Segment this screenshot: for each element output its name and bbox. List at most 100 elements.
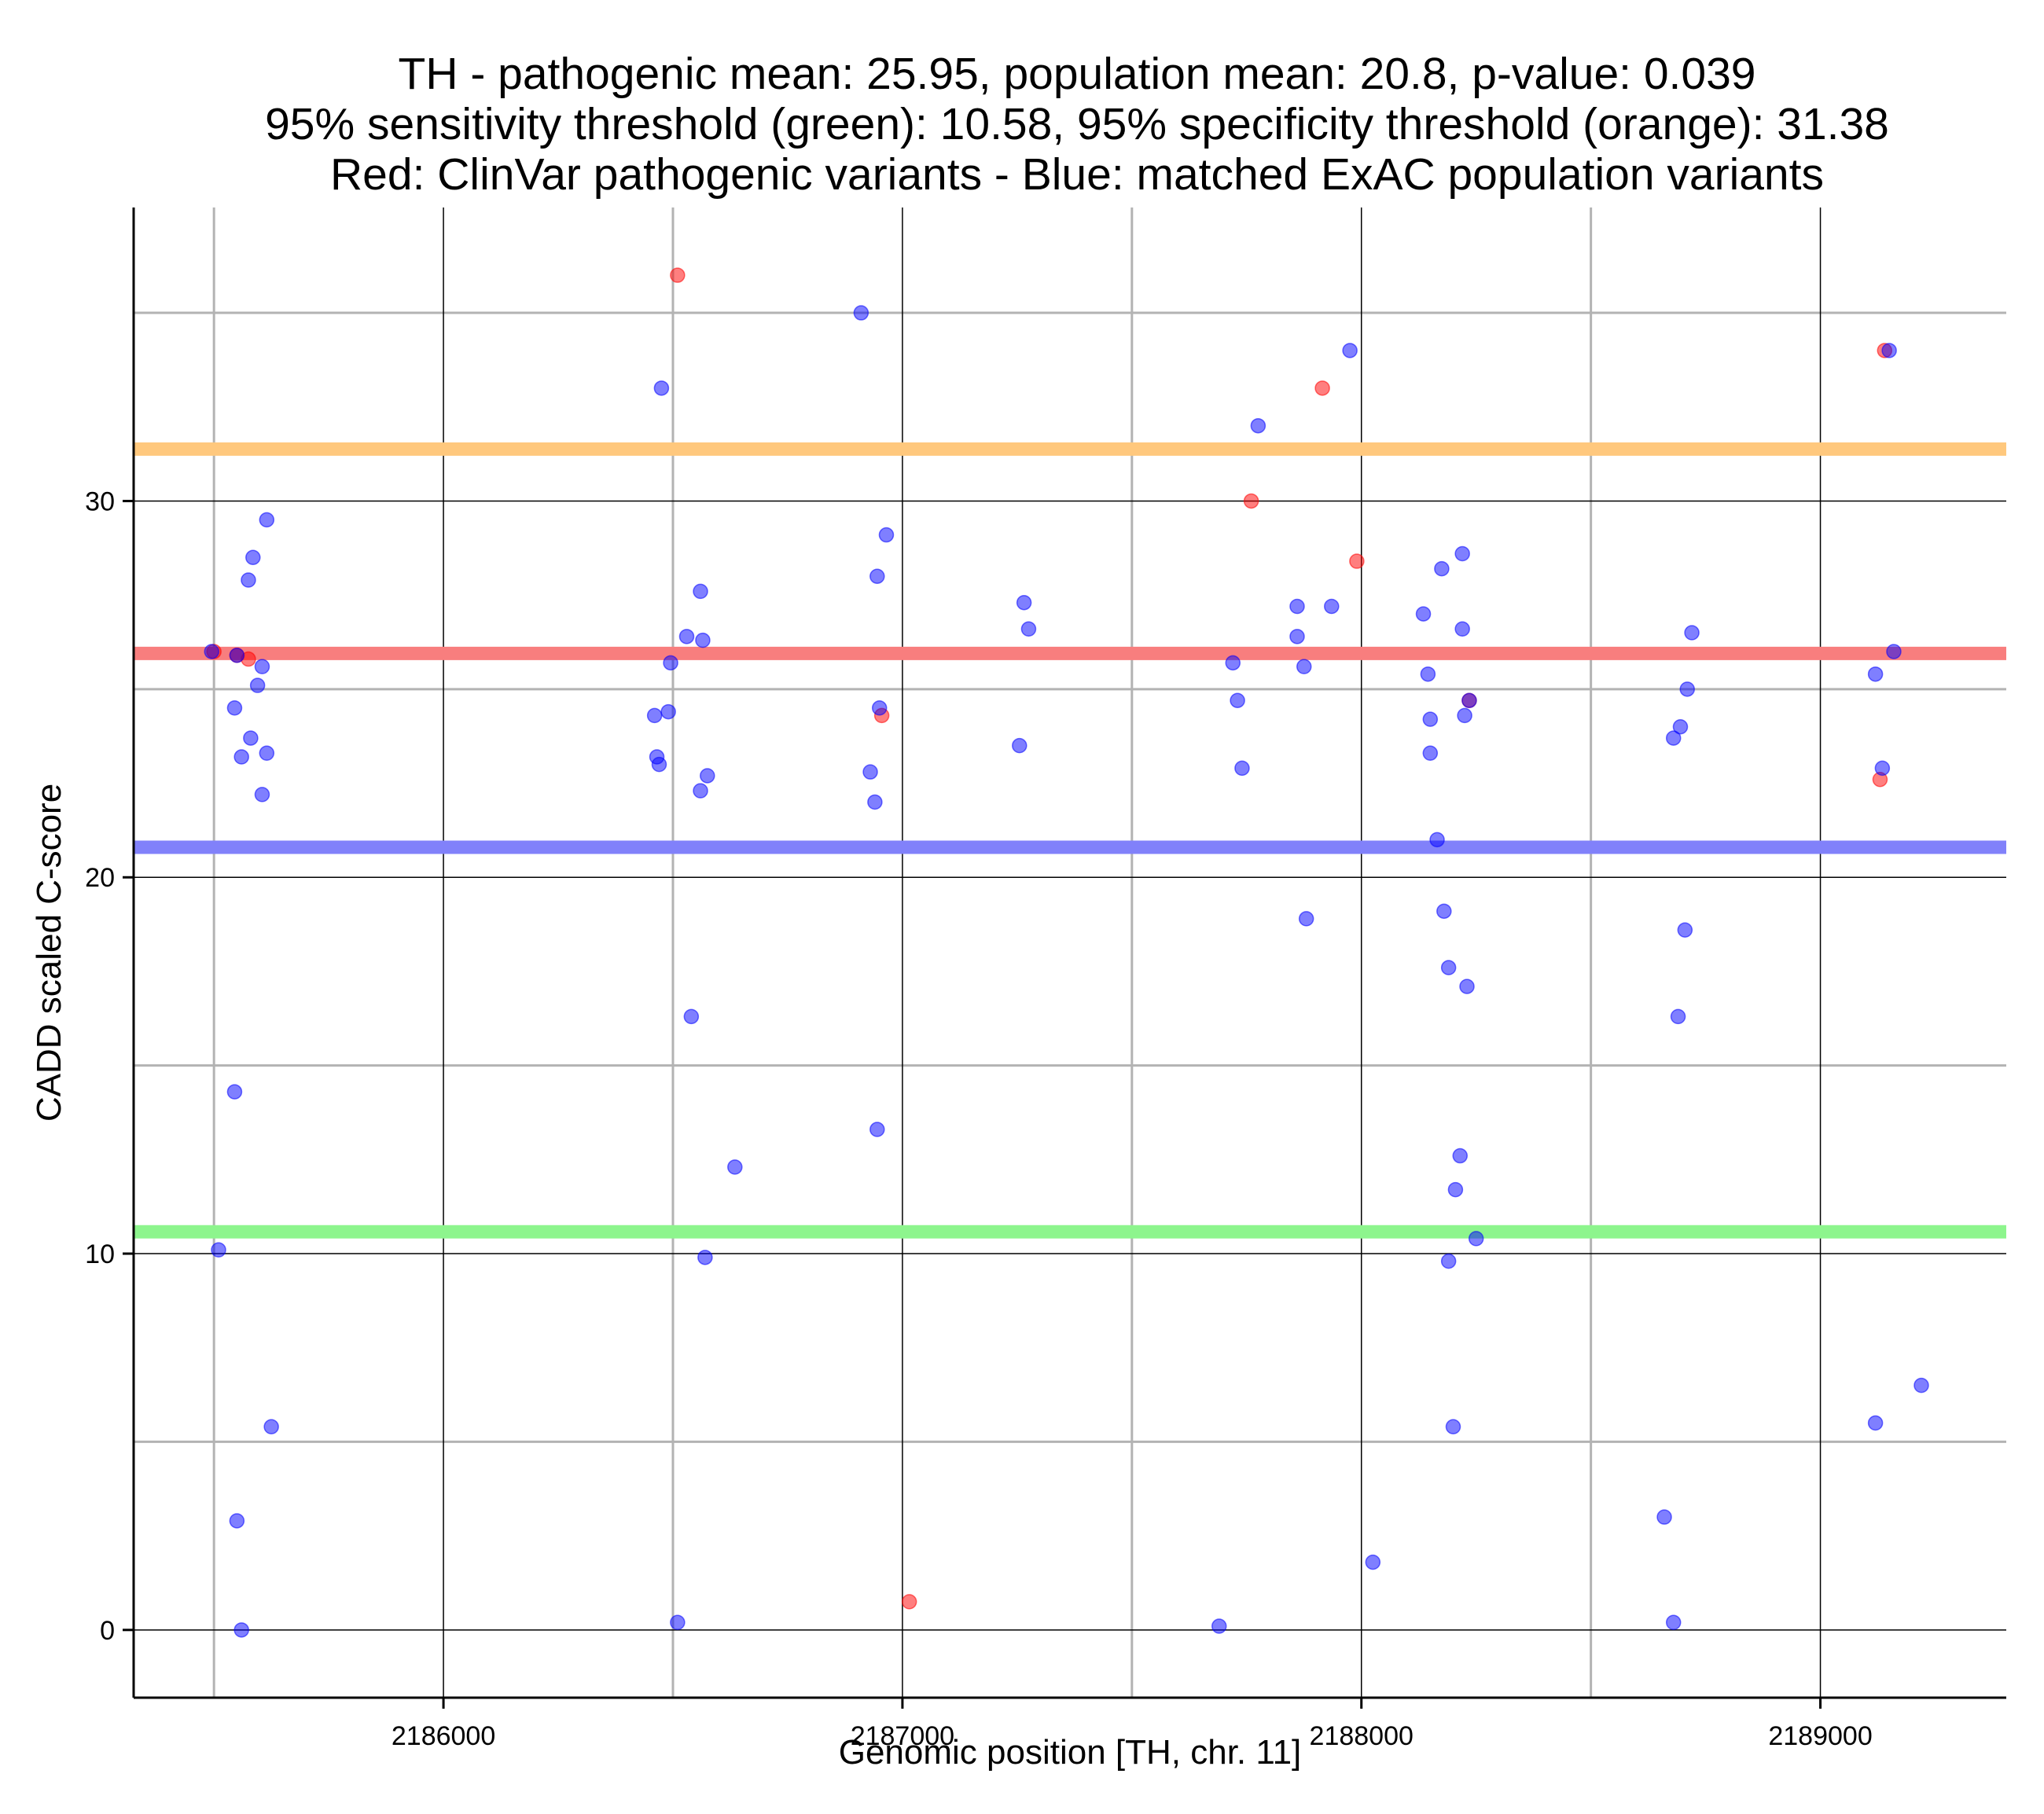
population-point-36 [862, 764, 878, 780]
x-axis-label: Genomic position [TH, chr. 11] [839, 1733, 1302, 1772]
population-point-59 [1422, 711, 1439, 727]
population-point-53 [1365, 1554, 1381, 1570]
population-point-33 [878, 527, 895, 543]
population-point-13 [211, 1242, 226, 1258]
population-point-27 [693, 783, 708, 799]
population-point-35 [871, 700, 888, 716]
population-point-10 [259, 745, 275, 761]
population-point-16 [233, 1622, 249, 1638]
population-point-7 [254, 659, 270, 674]
population-point-19 [678, 629, 695, 644]
y-axis-label: CADD scaled C-score [30, 784, 68, 1122]
pathogenic-point-5 [901, 1594, 917, 1610]
population-point-2 [226, 700, 243, 716]
y-tick-label-0: 0 [100, 1616, 115, 1646]
population-point-84 [1867, 1415, 1884, 1431]
x-tick-label-2: 2188000 [1310, 1721, 1414, 1751]
population-point-4 [245, 549, 261, 566]
x-tick-label-1: 2187000 [851, 1721, 954, 1751]
population-point-81 [1874, 760, 1891, 777]
population-point-20 [693, 583, 708, 600]
population-point-3 [249, 677, 266, 693]
population-point-22 [646, 707, 663, 724]
population-point-77 [1670, 1008, 1686, 1025]
population-point-46 [1211, 1618, 1227, 1634]
population-point-52 [1298, 911, 1314, 927]
population-point-48 [1289, 598, 1305, 615]
x-tick-label-3: 2189000 [1768, 1721, 1872, 1751]
population-point-47 [1342, 343, 1358, 358]
population-point-12 [226, 1084, 243, 1100]
population-point-76 [1677, 922, 1693, 938]
population-point-49 [1324, 598, 1340, 615]
population-point-78 [1656, 1509, 1672, 1525]
pathogenic-point-6 [1243, 493, 1259, 509]
population-point-58 [1420, 666, 1436, 682]
population-point-15 [229, 1513, 245, 1529]
chart-title-line-2: 95% sensitivity threshold (green): 10.58… [265, 99, 1889, 149]
population-point-61 [1461, 692, 1477, 708]
population-point-40 [1020, 621, 1037, 637]
population-point-50 [1289, 629, 1305, 644]
population-point-34 [869, 568, 885, 584]
population-point-74 [1672, 718, 1689, 735]
population-point-56 [1454, 545, 1470, 562]
population-point-72 [1684, 625, 1700, 641]
chart-title-line-1: TH - pathogenic mean: 25.95, population … [398, 49, 1756, 99]
population-point-38 [869, 1122, 885, 1137]
population-point-70 [1440, 1253, 1457, 1269]
population-point-23 [660, 703, 676, 720]
y-tick-label-2: 20 [85, 863, 115, 893]
pathogenic-point-8 [1349, 553, 1365, 569]
population-point-69 [1468, 1231, 1484, 1247]
chart-title-line-3: Red: ClinVar pathogenic variants - Blue:… [330, 149, 1824, 200]
axis-ticks: 2186000 2187000 2188000 2189000 0 10 20 30 [85, 487, 1873, 1751]
x-tick-label-0: 2186000 [392, 1721, 495, 1751]
minor-gridlines [134, 207, 2006, 1698]
population-point-51 [1296, 659, 1312, 674]
population-point-1 [229, 648, 245, 663]
population-point-55 [1434, 560, 1450, 577]
population-point-73 [1679, 681, 1695, 697]
population-point-29 [727, 1159, 743, 1175]
population-point-79 [1665, 1614, 1682, 1630]
population-point-54 [1415, 606, 1432, 622]
population-point-75 [1665, 730, 1682, 746]
population-point-66 [1459, 979, 1475, 994]
population-point-6 [259, 512, 275, 528]
population-point-32 [853, 305, 869, 321]
population-point-71 [1445, 1419, 1461, 1435]
threshold-lines [134, 442, 2006, 1239]
population-point-43 [1225, 655, 1241, 671]
pathogenic-point-3 [670, 267, 686, 283]
data-points [204, 267, 1929, 1638]
population-point-8 [243, 730, 259, 746]
population-point-42 [1250, 417, 1266, 434]
y-tick-label-1: 10 [85, 1239, 115, 1269]
major-gridlines [134, 207, 2006, 1698]
population-point-5 [241, 572, 256, 588]
population-point-60 [1457, 707, 1472, 724]
population-point-39 [1016, 594, 1032, 611]
axes [132, 207, 2006, 1699]
population-point-57 [1454, 621, 1470, 637]
population-point-63 [1429, 832, 1445, 848]
population-point-31 [670, 1614, 686, 1630]
population-point-85 [1913, 1377, 1929, 1394]
population-point-83 [1886, 644, 1902, 659]
population-point-25 [651, 756, 667, 773]
population-point-41 [1012, 737, 1028, 754]
population-point-14 [263, 1419, 279, 1435]
pathogenic-point-7 [1314, 380, 1330, 396]
population-point-65 [1440, 960, 1457, 975]
population-point-62 [1422, 745, 1439, 761]
population-point-45 [1234, 760, 1250, 777]
population-point-44 [1230, 692, 1245, 708]
population-point-26 [700, 768, 715, 784]
population-point-82 [1881, 343, 1897, 358]
population-point-11 [254, 787, 270, 802]
population-point-17 [653, 380, 670, 396]
population-point-80 [1867, 666, 1884, 682]
population-point-64 [1436, 903, 1452, 920]
